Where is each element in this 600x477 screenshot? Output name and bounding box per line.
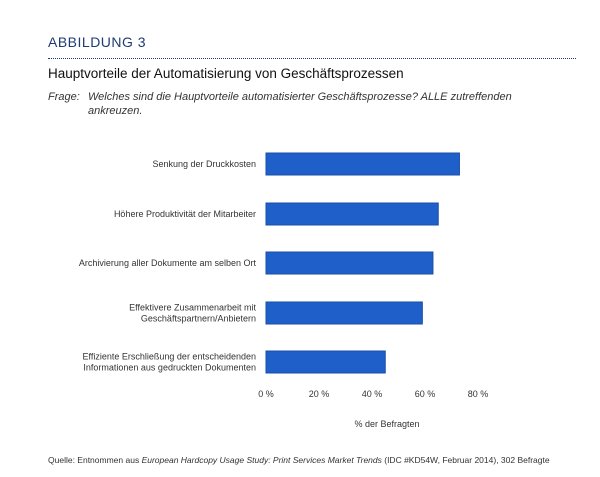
x-axis-label: % der Befragten bbox=[354, 419, 419, 429]
category-label-line: Effiziente Erschließung der entscheidend… bbox=[83, 352, 256, 362]
category-label-line: Senkung der Druckkosten bbox=[152, 159, 256, 169]
x-tick-label: 80 % bbox=[468, 389, 489, 399]
x-tick-label: 20 % bbox=[309, 389, 330, 399]
chart-title: Hauptvorteile der Automatisierung von Ge… bbox=[48, 66, 404, 81]
x-tick-label: 0 % bbox=[258, 389, 274, 399]
header-divider bbox=[48, 58, 576, 59]
source-prefix: Quelle: Entnommen aus bbox=[48, 455, 142, 465]
bar bbox=[265, 251, 434, 275]
bar bbox=[265, 350, 386, 374]
bar bbox=[265, 152, 460, 176]
x-tick-label: 40 % bbox=[362, 389, 383, 399]
question-label: Frage: bbox=[48, 91, 80, 103]
x-tick-label: 60 % bbox=[415, 389, 436, 399]
bar bbox=[265, 301, 423, 325]
source-suffix: (IDC #KD54W, Februar 2014), 302 Befragte bbox=[381, 455, 550, 465]
category-label-line: Geschäftspartnern/Anbietern bbox=[141, 314, 256, 324]
category-label: Höhere Produktivität der Mitarbeiter bbox=[114, 209, 256, 219]
category-label-line: Informationen aus gedruckten Dokumenten bbox=[83, 363, 256, 373]
category-label: Effiziente Erschließung der entscheidend… bbox=[83, 352, 256, 373]
category-label: Archivierung aller Dokumente am selben O… bbox=[79, 258, 257, 268]
bar bbox=[265, 202, 439, 226]
source-note: Quelle: Entnommen aus European Hardcopy … bbox=[48, 455, 550, 465]
question-text: Welches sind die Hauptvorteile automatis… bbox=[88, 91, 512, 117]
category-label: Effektivere Zusammenarbeit mit Geschäftsp… bbox=[129, 303, 256, 324]
category-label-line: Archivierung aller Dokumente am selben O… bbox=[79, 258, 257, 268]
source-study: European Hardcopy Usage Study: Print Ser… bbox=[141, 455, 382, 465]
category-label-line: Effektivere Zusammenarbeit mit bbox=[129, 303, 256, 313]
category-label-line: Höhere Produktivität der Mitarbeiter bbox=[114, 209, 256, 219]
figure-label: ABBILDUNG 3 bbox=[48, 34, 147, 50]
category-label: Senkung der Druckkosten bbox=[152, 159, 256, 169]
